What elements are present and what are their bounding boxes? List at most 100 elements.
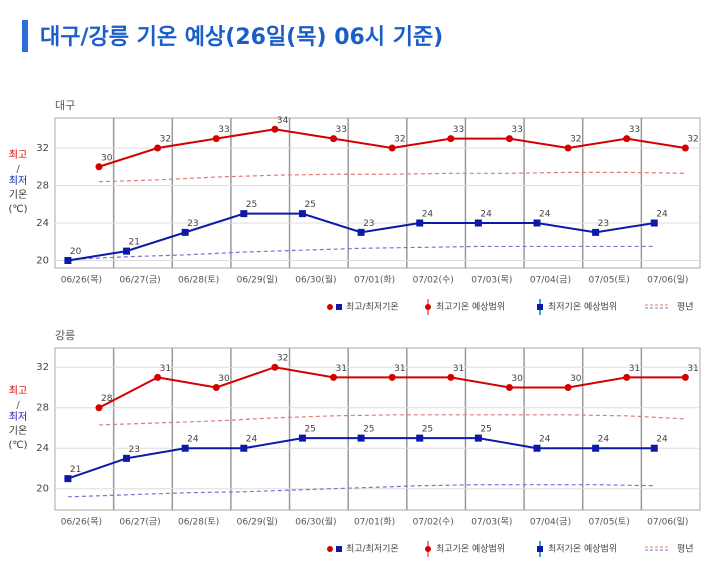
data-label: 23 [363,219,374,229]
point [592,228,600,236]
data-label: 21 [129,238,140,248]
point [447,373,455,381]
point [564,383,572,391]
point [388,373,396,381]
data-label: 21 [70,465,81,475]
data-label: 33 [629,125,640,135]
data-label: 24 [422,210,434,220]
x-tick-label: 07/04(금) [530,275,571,286]
data-label: 25 [246,200,257,210]
data-label: 31 [336,364,347,374]
chart-title: 강릉 [55,329,75,342]
point [240,210,248,218]
x-tick-label: 06/28(토) [178,276,219,286]
legend-label: 평년 [677,544,694,555]
data-label: 24 [656,435,668,445]
data-label: 32 [570,135,581,145]
data-label: 32 [160,135,171,145]
point [298,434,306,442]
y-tick-label: 28 [36,403,49,414]
legend-icon [537,304,543,310]
x-tick-label: 07/01(화) [354,275,395,286]
data-label: 25 [480,425,491,435]
y-axis-label: 기온 [9,425,27,437]
point [416,219,424,227]
data-label: 24 [539,435,551,445]
y-axis-label: (℃) [8,440,27,451]
data-label: 20 [70,247,82,257]
title-bar [22,20,28,52]
x-tick-label: 06/29(일) [237,517,278,528]
data-label: 23 [129,445,140,455]
legend-icon [537,546,543,552]
point [533,444,541,452]
data-label: 34 [277,116,289,126]
point [474,219,482,227]
y-axis-label: 최고 [9,149,27,161]
chart-title: 대구 [55,99,75,112]
point [123,454,131,462]
data-label: 33 [453,125,464,135]
data-label: 23 [598,219,609,229]
data-label: 30 [570,374,582,384]
legend-label: 최고기온 예상범위 [436,544,505,555]
point [505,135,513,143]
legend-icon [425,546,431,552]
y-tick-label: 24 [36,443,49,454]
point [298,210,306,218]
point [154,144,162,152]
legend-icon [425,304,431,310]
y-tick-label: 28 [36,181,49,192]
data-label: 25 [363,425,374,435]
data-label: 30 [101,153,113,163]
data-label: 24 [246,435,258,445]
legend-label: 최고기온 예상범위 [436,302,505,313]
y-tick-label: 20 [36,484,49,495]
point [271,125,279,133]
point [357,434,365,442]
point [650,219,658,227]
legend-label: 최저기온 예상범위 [548,544,617,555]
data-label: 32 [394,135,405,145]
point [681,144,689,152]
y-axis-label: / [16,400,20,411]
x-tick-label: 07/06(일) [647,517,688,528]
legend-icon [336,546,342,552]
x-tick-label: 07/04(금) [530,517,571,528]
data-label: 31 [394,364,405,374]
point [181,228,189,236]
point [95,404,103,412]
point [95,163,103,171]
x-tick-label: 06/30(월) [295,274,336,286]
y-axis-label: (℃) [8,204,27,215]
x-tick-label: 06/27(금) [119,275,160,286]
page-title: 대구/강릉 기온 예상(26일(목) 06시 기준) [40,25,443,50]
data-label: 33 [336,125,347,135]
point [388,144,396,152]
x-tick-label: 07/02(수) [413,275,454,286]
data-label: 24 [539,210,551,220]
y-tick-label: 20 [36,256,49,267]
x-tick-label: 07/03(목) [471,275,512,286]
legend-label: 최고/최저기온 [346,544,399,555]
x-tick-label: 07/05(토) [588,518,629,528]
point [357,228,365,236]
x-tick-label: 06/30(월) [295,516,336,528]
legend-icon [327,304,333,310]
x-tick-label: 06/28(토) [178,518,219,528]
point [212,135,220,143]
data-label: 24 [598,435,610,445]
point [474,434,482,442]
point [623,135,631,143]
data-label: 32 [687,135,698,145]
data-label: 30 [511,374,523,384]
y-tick-label: 32 [36,143,49,154]
point [592,444,600,452]
point [240,444,248,452]
point [564,144,572,152]
point [681,373,689,381]
data-label: 31 [453,364,464,374]
point [650,444,658,452]
data-label: 25 [304,425,315,435]
